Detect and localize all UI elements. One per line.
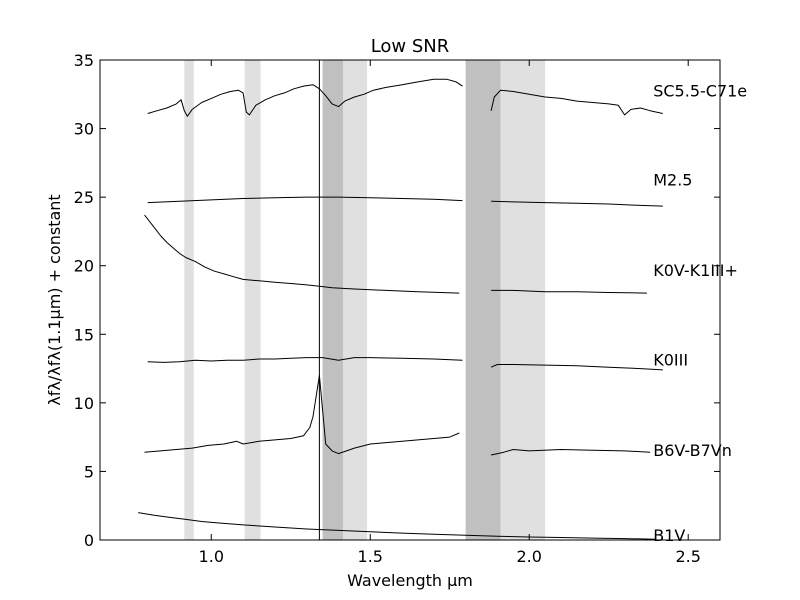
- series-line-m2-5-seg-2: [491, 200, 663, 207]
- series-label-b1v: B1V: [653, 526, 685, 545]
- y-tick-label-8: 35: [74, 51, 94, 70]
- y-tick-label-4: 15: [74, 325, 94, 344]
- series-group: [138, 78, 663, 540]
- series-line-b1v-seg-1: [138, 512, 657, 540]
- series-labels: SC5.5-C71e M2.5 K0V-K1III+ K0III B6V-B7Vn B1V: [653, 82, 747, 545]
- shaded-band-2: [244, 60, 261, 540]
- series-label-k0iii: K0III: [653, 350, 688, 369]
- series-line-m2-5-seg-1: [147, 196, 463, 204]
- chart-title: Low SNR: [371, 36, 450, 57]
- series-line-b6v-b7vn-seg-1: [144, 374, 460, 455]
- series-line-sc5-5-c71e-seg-2: [490, 89, 663, 116]
- series-label-k0v-k1iii-: K0V-K1III+: [653, 261, 738, 280]
- y-tick-label-2: 5: [84, 462, 94, 481]
- series-line-k0iii-seg-1: [147, 357, 463, 363]
- series-line-k0iii-seg-2: [490, 364, 663, 371]
- x-tick-label-3: 2.0: [517, 547, 542, 566]
- series-line-k0v-k1iii--seg-1: [144, 214, 460, 294]
- series-label-m2-5: M2.5: [653, 171, 692, 190]
- y-tick-label-7: 30: [74, 120, 94, 139]
- shaded-band-4: [343, 60, 368, 540]
- shaded-band-5: [465, 60, 501, 540]
- series-label-sc5-5-c71e: SC5.5-C71e: [653, 82, 747, 101]
- y-tick-label-6: 25: [74, 188, 94, 207]
- shaded-band-3: [322, 60, 344, 540]
- x-axis-label: Wavelength μm: [347, 571, 473, 590]
- plot-frame: [99, 59, 721, 541]
- y-tick-label-5: 20: [74, 257, 94, 276]
- y-tick-label-3: 10: [74, 394, 94, 413]
- series-label-b6v-b7vn: B6V-B7Vn: [653, 441, 732, 460]
- shaded-band-6: [500, 60, 546, 540]
- x-tick-label-2: 1.5: [358, 547, 383, 566]
- series-line-k0v-k1iii--seg-2: [491, 289, 647, 294]
- series-line-sc5-5-c71e-seg-1: [147, 78, 463, 117]
- series-line-b6v-b7vn-seg-2: [490, 449, 651, 456]
- x-tick-label-4: 2.5: [675, 547, 700, 566]
- shaded-bands: [184, 60, 546, 540]
- y-axis-label: λfλ/λfλ(1.1μm) + constant: [45, 194, 64, 405]
- y-tick-label-1: 0: [84, 531, 94, 550]
- shaded-band-1: [184, 60, 194, 540]
- axis-ticks: 1.0 1.5 2.0 2.5 0 5 10 15 20 25 30 35: [74, 51, 720, 566]
- x-tick-label-1: 1.0: [199, 547, 224, 566]
